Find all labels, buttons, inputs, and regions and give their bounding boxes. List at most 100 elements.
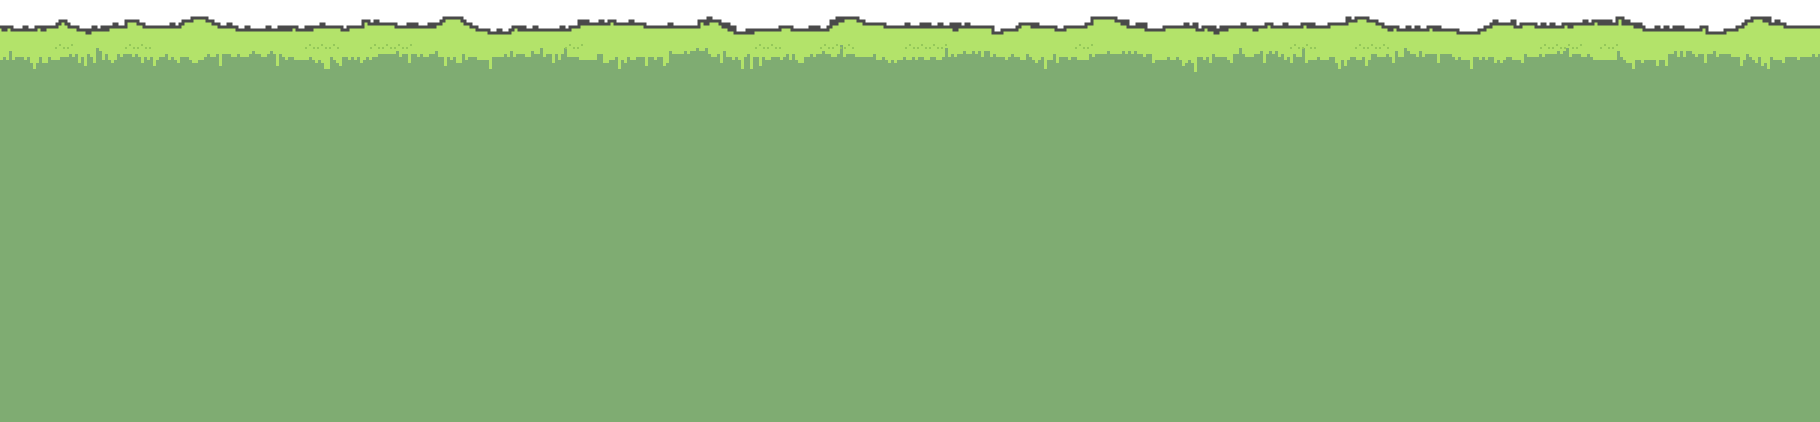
grass-tuft-dot [59,44,61,46]
grass-tuft-dot [133,47,135,49]
grass-tuft-dot [565,47,567,49]
grass-tuft-dot [309,44,311,46]
grass-tuft-dot [1379,47,1381,49]
grass-tuft-dot [398,44,400,46]
grass-tuft-dot [1075,47,1077,49]
grass-tuft-dot [321,44,323,46]
grass-tuft-dot [1552,47,1554,49]
grass-tuft-dot [1371,44,1373,46]
grass-tuft-dot [71,44,73,46]
grass-tuft-dot [329,47,331,49]
grass-tuft-dot [390,47,392,49]
grass-tuft-dot [1556,44,1558,46]
grass-tuft-dot [1298,47,1300,49]
grass-tuft-dot [1359,44,1361,46]
grass-tuft-dot [1290,47,1292,49]
grass-tuft-dot [1383,44,1385,46]
dark-soil-fill [0,45,1820,422]
grass-tuft-dot [771,44,773,46]
grass-tuft-dot [55,47,57,49]
grass-tuft-dot [149,47,151,49]
grass-tuft-dot [917,47,919,49]
grass-tuft-dot [63,47,65,49]
grass-tuft-dot [1576,47,1578,49]
grass-tuft-dot [581,44,583,46]
grass-tuft-dot [1600,47,1602,49]
grass-tuft-dot [1367,47,1369,49]
grass-tuft-dot [1079,44,1081,46]
grass-tuft-dot [937,47,939,49]
grass-tuft-dot [1375,47,1377,49]
grass-tuft-dot [1608,47,1610,49]
grass-tuft-dot [137,47,139,49]
grass-tuft-dot [374,44,376,46]
grass-tuft-dot [569,44,571,46]
grass-tuft-dot [1580,44,1582,46]
grass-tuft-dot [775,47,777,49]
grass-tuft-dot [840,47,842,49]
grass-tuft-dot [313,47,315,49]
grass-tuft-dot [929,47,931,49]
grass-tuft-dot [1302,47,1304,49]
grass-tuft-dot [945,44,947,46]
grass-tuft-dot [1572,47,1574,49]
grass-tuft-dot [370,47,372,49]
grass-top-outline [0,16,1820,35]
grass-tuft-dot [759,44,761,46]
grass-tuft-dot [410,44,412,46]
grass-tuft-dot [1387,47,1389,49]
grass-tuft-dot [402,47,404,49]
grass-tuft-dot [848,44,850,46]
grass-tuft-dot [337,47,339,49]
grass-tuft-dot [824,44,826,46]
grass-tuft-dot [1087,47,1089,49]
grass-tuft-dot [1540,47,1542,49]
grass-tuft-dot [905,47,907,49]
grass-tuft-dot [921,44,923,46]
grass-tuft-dot [844,47,846,49]
grass-tuft-dot [145,47,147,49]
grass-tuft-dot [1568,44,1570,46]
grass-tuft-dot [406,47,408,49]
grass-tuft-dot [333,44,335,46]
grass-tuft-dot [129,44,131,46]
grass-tuft-dot [925,47,927,49]
grass-tuft-dot [1548,47,1550,49]
grass-tuft-dot [394,47,396,49]
grass-tuft-dot [1616,44,1618,46]
grass-tuft-dot [828,47,830,49]
grass-tuft-dot [1314,47,1316,49]
grass-tuft-dot [909,44,911,46]
grass-tuft-dot [1091,44,1093,46]
grass-tuft-dot [1544,44,1546,46]
grass-tuft-dot [1310,47,1312,49]
grass-tuft-dot [1564,47,1566,49]
grass-tuft-dot [755,47,757,49]
grass-tuft-dot [852,47,854,49]
grass-tuft-dot [125,47,127,49]
grass-tuft-dot [378,47,380,49]
grass-tuft-dot [577,47,579,49]
grass-tuft-dot [1363,47,1365,49]
grass-tuft-dots [55,44,1618,49]
grass-tuft-dot [1560,47,1562,49]
grass-tuft-dot [1083,47,1085,49]
grass-tuft-dot [767,47,769,49]
grass-tuft-dot [1306,44,1308,46]
grass-tuft-dot [836,44,838,46]
grass-tuft-dot [779,47,781,49]
grass-tuft-dot [67,47,69,49]
grass-tuft-dot [820,47,822,49]
grass-tuft-dot [832,47,834,49]
grass-tuft-dot [1294,44,1296,46]
grass-tuft-dot [763,47,765,49]
grass-tuft-dot [1612,47,1614,49]
grass-tuft-dot [1604,44,1606,46]
grass-tuft-dot [913,47,915,49]
grass-tuft-dot [305,47,307,49]
grass-tuft-dot [386,44,388,46]
grass-tuft-dot [1355,47,1357,49]
grass-tuft-dot [933,44,935,46]
